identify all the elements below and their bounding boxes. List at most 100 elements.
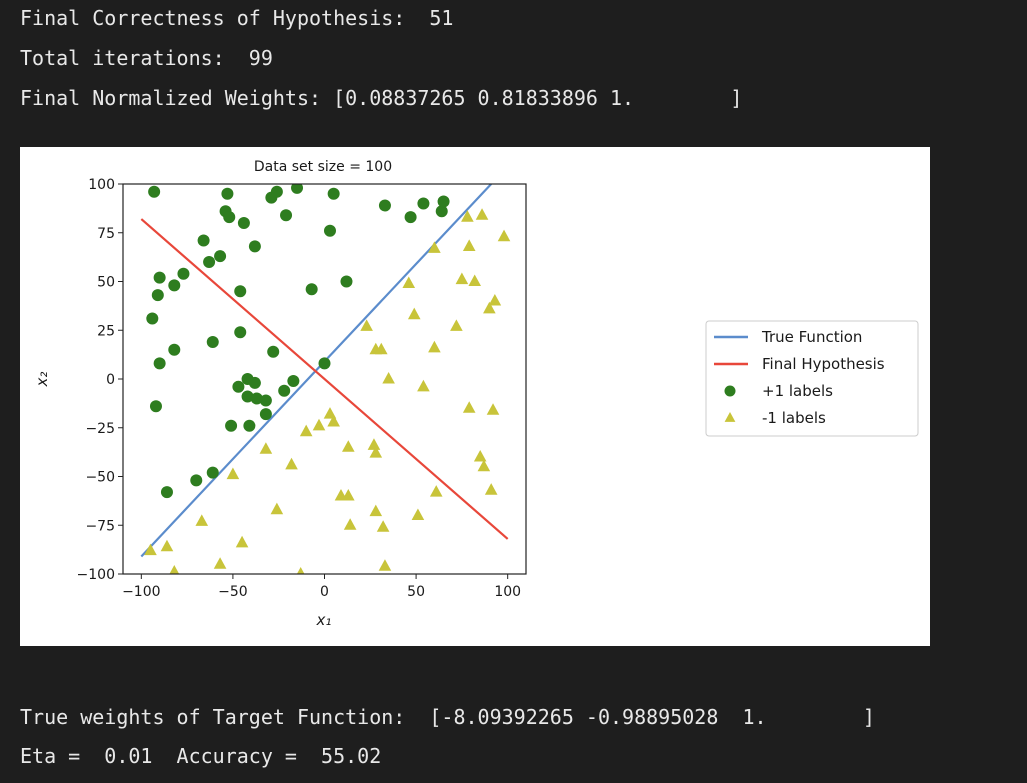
correctness-output: Final Correctness of Hypothesis: 51 [20, 6, 454, 30]
eta-accuracy-output: Eta = 0.01 Accuracy = 55.02 [20, 744, 382, 768]
negative-label-point [369, 446, 383, 458]
chart-title: Data set size = 100 [254, 159, 392, 175]
x-axis: −100 −50 0 50 100 [122, 574, 521, 600]
positive-label-point [168, 343, 181, 356]
y-tick-label: 75 [97, 226, 115, 242]
positive-label-point [291, 184, 304, 194]
negative-label-point [343, 518, 357, 530]
positive-label-point [378, 199, 391, 212]
y-axis-label: x₂ [33, 372, 51, 388]
positive-label-point [149, 400, 162, 413]
negative-label-point [195, 514, 209, 526]
positive-label-point [327, 187, 340, 200]
positive-label-point [148, 185, 161, 198]
negative-label-point [382, 372, 395, 384]
positive-label-point [206, 466, 219, 479]
legend-label: -1 labels [762, 409, 826, 427]
negative-label-point [213, 557, 227, 569]
positive-label-point [214, 250, 227, 263]
final-hypothesis-line [140, 218, 509, 540]
positive-label-point [151, 289, 164, 302]
negative-label-point [378, 559, 392, 571]
scatter-chart: Data set size = 100 −100 −50 0 50 100 −100 −7… [20, 147, 930, 646]
negative-label-point [484, 483, 498, 495]
negative-label-point [144, 543, 157, 556]
positive-label-point [323, 224, 336, 237]
positive-label-point [234, 326, 247, 339]
positive-label-point [225, 419, 238, 432]
positive-label-point [234, 285, 247, 298]
y-axis: −100 −75 −50 −25 0 25 50 75 100 [77, 177, 123, 583]
negative-label-point [360, 319, 373, 331]
positive-label-point [168, 279, 181, 292]
positive-label-point [305, 283, 318, 296]
positive-label-point [278, 384, 291, 397]
positive-label-point [153, 271, 166, 284]
y-tick-label: −100 [77, 567, 115, 583]
positive-label-point [318, 357, 331, 370]
y-tick-label: 100 [88, 177, 115, 193]
y-tick-label: −25 [85, 421, 115, 437]
x-tick-label: 0 [320, 584, 329, 600]
negative-label-point [342, 489, 355, 501]
negative-label-point [407, 307, 421, 320]
legend-label: True Function [761, 328, 862, 346]
positive-label-point [203, 256, 216, 268]
positive-label-point [270, 185, 283, 198]
positive-label-point [241, 390, 254, 403]
negative-label-point [473, 450, 487, 462]
x-tick-label: −100 [122, 584, 160, 600]
negative-label-point [497, 229, 511, 242]
positive-label-point [267, 345, 280, 358]
legend-box [705, 320, 919, 437]
negative-label-point [455, 272, 469, 285]
chart-canvas: Data set size = 100 −100 −50 0 50 100 −100 −7… [33, 159, 919, 629]
negative-label-point [169, 565, 180, 574]
positive-label-point [404, 211, 417, 224]
positive-label-point [146, 312, 159, 325]
negative-label-point [462, 239, 476, 251]
x-axis-label: x₁ [316, 611, 332, 629]
true-weights-output: True weights of Target Function: [-8.093… [20, 705, 875, 729]
negative-label-point [327, 414, 340, 427]
negative-label-point [488, 294, 502, 306]
positive-label-point [435, 205, 448, 218]
x-tick-label: 50 [407, 584, 425, 600]
negative-label-point [417, 379, 430, 392]
positive-label-point [259, 394, 272, 407]
negative-label-point [475, 208, 489, 220]
iterations-output: Total iterations: 99 [20, 46, 273, 70]
positive-label-point [417, 197, 430, 210]
positive-label-point [340, 275, 353, 288]
chart-legend: True Function Final Hypothesis +1 labels -1… [705, 320, 919, 437]
negative-label-point [374, 342, 388, 355]
negative-label-point [450, 319, 463, 331]
negative-label-point [367, 438, 381, 450]
negative-label-point [369, 504, 383, 517]
positive-label-point [280, 209, 293, 222]
legend-circle-swatch [724, 385, 736, 397]
positive-label-point [243, 419, 256, 432]
positive-label-point [206, 335, 219, 348]
negative-label-point [429, 485, 443, 497]
positive-label-point [248, 240, 261, 253]
legend-label: +1 labels [762, 382, 833, 400]
positive-label-point [287, 374, 300, 387]
true-function-line [140, 184, 492, 558]
positive-label-point [221, 187, 234, 200]
y-tick-label: −50 [85, 470, 115, 486]
positive-label-point [250, 392, 263, 405]
positive-label-point [232, 380, 245, 393]
y-tick-label: 0 [106, 372, 115, 388]
negative-label-point [299, 424, 313, 437]
negative-label-point [235, 535, 249, 548]
positive-label-point [259, 408, 272, 421]
positive-label-point [160, 486, 173, 499]
negative-label-point [342, 440, 355, 452]
negative-label-point [477, 459, 491, 472]
negative-label-point [226, 467, 240, 480]
negative-label-point [285, 457, 298, 470]
x-tick-label: −50 [218, 584, 248, 600]
positive-label-point [153, 357, 166, 370]
negative-label-point [468, 274, 482, 287]
